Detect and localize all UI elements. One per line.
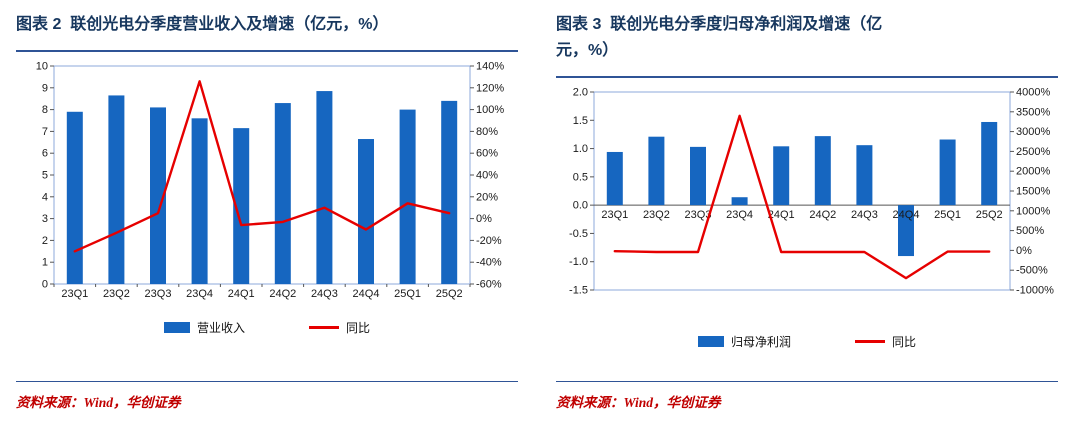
svg-text:-1000%: -1000%: [1016, 285, 1054, 297]
svg-text:2500%: 2500%: [1016, 146, 1050, 158]
figure-3-plot: -1.5 -1.0 -0.5 0.0 0.5 1.0 1.5 2.0 -1000% -500% 0%…: [569, 87, 1054, 297]
svg-text:1500%: 1500%: [1016, 186, 1050, 198]
svg-text:-1.0: -1.0: [569, 256, 588, 268]
svg-text:20%: 20%: [476, 191, 498, 203]
svg-text:3000%: 3000%: [1016, 126, 1050, 138]
legend-item-yoy: 同比: [855, 333, 916, 350]
svg-text:1.5: 1.5: [573, 115, 588, 127]
svg-text:-20%: -20%: [476, 235, 502, 247]
svg-text:23Q3: 23Q3: [685, 209, 712, 221]
svg-text:0%: 0%: [1016, 245, 1032, 257]
svg-text:5: 5: [42, 170, 48, 182]
svg-text:40%: 40%: [476, 170, 498, 182]
svg-text:24Q3: 24Q3: [311, 288, 338, 300]
svg-text:7: 7: [42, 126, 48, 138]
svg-text:0.0: 0.0: [573, 200, 588, 212]
svg-text:1.0: 1.0: [573, 143, 588, 155]
svg-text:23Q1: 23Q1: [61, 288, 88, 300]
svg-text:1000%: 1000%: [1016, 205, 1050, 217]
svg-text:25Q1: 25Q1: [394, 288, 421, 300]
figure-2-source: 资料来源：Wind，华创证券: [16, 395, 181, 410]
figure-2-chart: 0 1 2 3 4 5 6 7 8 9 10 -60% -40% -20% 0% 20% 40% 60% 80% 10…: [16, 58, 518, 311]
legend-label-yoy: 同比: [892, 334, 917, 349]
svg-text:-1.5: -1.5: [569, 285, 588, 297]
svg-text:3500%: 3500%: [1016, 106, 1050, 118]
svg-text:4: 4: [42, 191, 48, 203]
figure-3-source: 资料来源：Wind，华创证券: [556, 395, 721, 410]
svg-text:-0.5: -0.5: [569, 228, 588, 240]
legend-item-yoy: 同比: [309, 319, 370, 336]
line-swatch-icon: [309, 325, 339, 329]
legend-label-revenue: 营业收入: [196, 320, 245, 335]
svg-text:2.0: 2.0: [573, 87, 588, 99]
category-labels: 23Q1 23Q2 23Q3 23Q4 24Q1 24Q2 24Q3 24Q4 25Q1 25Q2: [61, 288, 462, 300]
svg-text:4000%: 4000%: [1016, 87, 1050, 99]
svg-text:2000%: 2000%: [1016, 166, 1050, 178]
svg-text:0: 0: [42, 279, 48, 291]
svg-text:-60%: -60%: [476, 279, 502, 291]
figure-2-title-rule: [16, 50, 518, 52]
svg-text:24Q2: 24Q2: [809, 209, 836, 221]
svg-text:23Q2: 23Q2: [643, 209, 670, 221]
legend-item-revenue: 营业收入: [163, 319, 245, 336]
svg-text:24Q4: 24Q4: [353, 288, 380, 300]
svg-text:24Q3: 24Q3: [851, 209, 878, 221]
svg-text:80%: 80%: [476, 126, 498, 138]
svg-text:23Q2: 23Q2: [103, 288, 130, 300]
svg-text:25Q1: 25Q1: [934, 209, 961, 221]
yoy-line-series: [613, 114, 991, 280]
svg-text:120%: 120%: [476, 82, 504, 94]
svg-text:6: 6: [42, 148, 48, 160]
svg-text:60%: 60%: [476, 148, 498, 160]
svg-text:8: 8: [42, 104, 48, 116]
figure-3-legend: 归母净利润 同比: [556, 331, 1058, 351]
svg-text:25Q2: 25Q2: [976, 209, 1003, 221]
figure-3-footer-rule: [556, 381, 1058, 382]
category-labels: 23Q1 23Q2 23Q3 23Q4 24Q1 24Q2 24Q3 24Q4 25Q1 25Q2: [601, 209, 1002, 221]
panel-figure-2: 图表 2 联创光电分季度营业收入及增速（亿元，%） 0 1 2 3 4 5 6 7 8 9 10 -6…: [16, 16, 518, 411]
svg-text:500%: 500%: [1016, 225, 1044, 237]
bars-group: [66, 91, 458, 285]
svg-text:23Q3: 23Q3: [145, 288, 172, 300]
svg-text:23Q4: 23Q4: [726, 209, 753, 221]
bar-swatch-icon: [163, 321, 190, 333]
svg-text:24Q4: 24Q4: [893, 209, 920, 221]
figure-2-title: 图表 2 联创光电分季度营业收入及增速（亿元，%）: [16, 16, 389, 33]
figure-3-chart: -1.5 -1.0 -0.5 0.0 0.5 1.0 1.5 2.0 -1000% -500% 0%…: [556, 84, 1058, 325]
svg-text:23Q1: 23Q1: [601, 209, 628, 221]
svg-text:2: 2: [42, 235, 48, 247]
legend-item-net-profit: 归母净利润: [697, 333, 791, 350]
svg-text:0%: 0%: [476, 213, 492, 225]
svg-text:1: 1: [42, 257, 48, 269]
figure-3-footer: 资料来源：Wind，华创证券: [556, 381, 1058, 411]
panel-figure-3: 图表 3 联创光电分季度归母净利润及增速（亿 元，%） -1.5 -1.0 -0.5…: [540, 0, 1080, 425]
svg-text:140%: 140%: [476, 61, 504, 73]
legend-label-yoy: 同比: [346, 320, 371, 335]
svg-text:23Q4: 23Q4: [186, 288, 213, 300]
figure-2-plot: 0 1 2 3 4 5 6 7 8 9 10 -60% -40% -20% 0% 20% 40% 60% 80% 10…: [36, 61, 505, 301]
figure-2-footer-rule: [16, 381, 518, 382]
svg-text:0.5: 0.5: [573, 171, 588, 183]
bar-swatch-icon: [697, 335, 724, 347]
svg-text:24Q1: 24Q1: [768, 209, 795, 221]
svg-text:100%: 100%: [476, 104, 504, 116]
figure-2-legend: 营业收入 同比: [16, 317, 518, 337]
legend-label-net-profit: 归母净利润: [730, 334, 791, 349]
yoy-line-series: [73, 80, 451, 253]
svg-text:-40%: -40%: [476, 257, 502, 269]
figure-3-title-rule: [556, 76, 1058, 78]
figure-3-title: 图表 3 联创光电分季度归母净利润及增速（亿 元，%）: [556, 16, 883, 59]
figure-2-footer: 资料来源：Wind，华创证券: [16, 381, 518, 411]
svg-text:25Q2: 25Q2: [436, 288, 463, 300]
svg-text:3: 3: [42, 213, 48, 225]
svg-text:-500%: -500%: [1016, 265, 1048, 277]
svg-text:24Q2: 24Q2: [269, 288, 296, 300]
svg-text:10: 10: [36, 61, 48, 73]
svg-text:9: 9: [42, 82, 48, 94]
line-swatch-icon: [855, 339, 885, 343]
bars-group: [606, 121, 998, 257]
svg-text:24Q1: 24Q1: [228, 288, 255, 300]
